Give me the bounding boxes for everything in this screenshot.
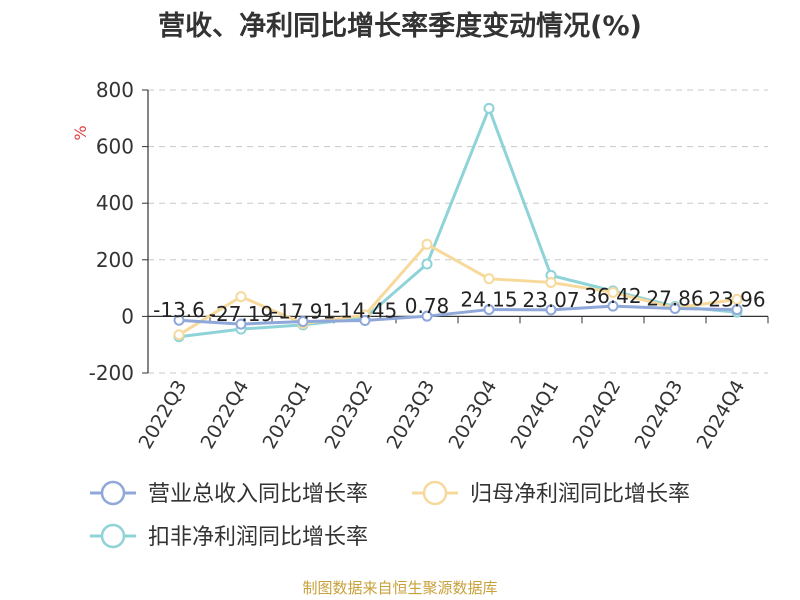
data-point-0-3 (359, 314, 371, 326)
data-label: 23.07 (522, 288, 579, 312)
x-tick-label: 2024Q4 (693, 377, 750, 453)
data-point-0-7 (607, 300, 619, 312)
data-point-0-1 (235, 318, 247, 330)
y-tick-label: 0 (121, 304, 134, 328)
data-point-0-4 (421, 310, 433, 322)
data-point-0-9 (731, 304, 743, 316)
data-label: -13.6 (153, 298, 205, 322)
series-line-0 (178, 304, 738, 326)
legend-label: 扣非净利润同比增长率 (148, 525, 368, 550)
y-tick-label: 200 (96, 248, 134, 272)
legend-item-0[interactable]: 营业总收入同比增长率 (90, 480, 368, 507)
x-tick-label: 2022Q3 (135, 377, 192, 453)
data-point-1-7 (607, 286, 619, 298)
series-lines (173, 102, 743, 343)
legend-label: 营业总收入同比增长率 (148, 482, 368, 507)
data-point-1-9 (731, 293, 743, 305)
data-point-1-6 (545, 276, 557, 288)
x-tick-label: 2024Q2 (569, 377, 626, 453)
source-note: 制图数据来自恒生聚源数据库 (302, 579, 498, 597)
x-tick-label: 2023Q2 (321, 377, 378, 453)
y-tick-label: 600 (96, 135, 134, 159)
data-point-2-4 (421, 258, 433, 270)
data-point-0-5 (483, 304, 495, 316)
y-tick-label: -200 (89, 361, 134, 385)
data-label: -17.91 (271, 299, 335, 323)
legend-marker-icon (100, 480, 126, 506)
x-tick-label: 2023Q3 (383, 377, 440, 453)
x-tick-label: 2024Q3 (631, 377, 688, 453)
data-point-2-5 (483, 102, 495, 114)
x-tick-label: 2023Q1 (259, 377, 316, 453)
data-label: 23.96 (708, 288, 765, 312)
legend-label: 归母净利润同比增长率 (470, 482, 690, 507)
y-tick-label: 800 (96, 78, 134, 102)
data-point-1-0 (173, 329, 185, 341)
data-point-1-5 (483, 273, 495, 285)
data-label: -14.45 (333, 298, 397, 322)
legend-marker-icon (100, 523, 126, 549)
data-point-0-8 (669, 303, 681, 315)
x-tick-label: 2022Q4 (197, 377, 254, 453)
data-point-1-1 (235, 291, 247, 303)
legend-item-2[interactable]: 扣非净利润同比增长率 (90, 523, 368, 550)
y-axis-label: % (71, 125, 90, 140)
data-labels: -13.6 -27.19-17.91-14.45 0.78 24.15 23.07 36.… (153, 284, 766, 326)
chart-title: 营收、净利同比增长率季度变动情况(%) (158, 11, 642, 42)
data-label: 27.86 (646, 287, 703, 311)
data-label: 0.78 (405, 294, 450, 318)
data-point-1-4 (421, 238, 433, 250)
x-tick-label: 2023Q4 (445, 377, 502, 453)
data-label: 24.15 (460, 288, 517, 312)
data-label: 36.42 (584, 284, 641, 308)
y-tick-label: 400 (96, 191, 134, 215)
data-point-0-6 (545, 304, 557, 316)
data-point-0-2 (297, 315, 309, 327)
data-label: -27.19 (209, 302, 273, 326)
x-tick-label: 2024Q1 (507, 377, 564, 453)
legend-marker-icon (422, 480, 448, 506)
data-point-0-0 (173, 314, 185, 326)
series-line-1 (178, 242, 738, 337)
legend-item-1[interactable]: 归母净利润同比增长率 (412, 480, 690, 507)
